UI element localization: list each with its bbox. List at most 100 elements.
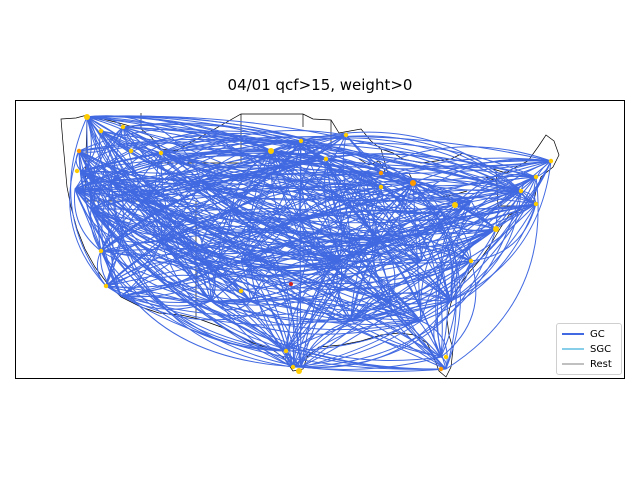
flight-route (210, 300, 442, 362)
flight-route (362, 160, 552, 187)
flight-route (300, 190, 522, 368)
flight-route (74, 188, 472, 202)
flight-route (120, 228, 497, 317)
flight-route (440, 210, 472, 262)
flight-route (300, 356, 442, 370)
flight-route (292, 172, 376, 368)
flight-route (240, 160, 552, 262)
flight-route (210, 134, 347, 302)
flight-route (285, 158, 351, 352)
flight-route (420, 320, 448, 370)
flight-route (120, 240, 162, 297)
flight-route (240, 260, 352, 322)
flight-route (100, 250, 122, 297)
flight-route (362, 172, 448, 358)
airport-marker (533, 174, 539, 180)
legend: GC SGC Rest (556, 323, 622, 375)
flight-route (300, 131, 537, 205)
flight-route (74, 135, 272, 190)
flight-route (325, 153, 537, 205)
flight-route (100, 158, 327, 252)
flight-route (292, 200, 472, 368)
flight-route (100, 169, 364, 252)
flight-route (210, 186, 382, 302)
flight-route (298, 134, 347, 222)
flight-route (250, 300, 295, 368)
airport-marker (548, 158, 554, 164)
airport-marker (158, 150, 164, 156)
legend-label-rest: Rest (590, 358, 612, 370)
flight-route (399, 182, 422, 262)
flight-route (240, 236, 422, 262)
flight-route (110, 180, 422, 325)
airport-marker (74, 168, 80, 174)
flight-route (110, 152, 497, 230)
flight-route (90, 158, 327, 210)
flight-route (433, 300, 452, 358)
flight-route (90, 208, 342, 262)
flight-route (200, 172, 364, 262)
flight-route (74, 188, 442, 268)
airport-marker (268, 148, 274, 154)
flight-route (292, 300, 392, 368)
flight-route (100, 185, 442, 252)
flight-route (74, 130, 302, 190)
flight-route (78, 138, 497, 230)
airport-marker (410, 180, 416, 186)
flight-route (100, 250, 212, 307)
airport-marker (493, 226, 499, 232)
airport-marker (120, 124, 126, 130)
flight-route (340, 260, 422, 278)
flight-route (78, 150, 212, 302)
airport-marker (298, 138, 304, 144)
legend-item-gc: GC (562, 327, 605, 341)
flight-route (78, 142, 392, 302)
airport-marker (443, 354, 449, 360)
flight-route (100, 250, 287, 352)
flight-route (285, 300, 452, 352)
flight-route (74, 188, 122, 297)
flight-route (100, 231, 382, 252)
flight-route (200, 140, 302, 262)
airports (74, 114, 554, 374)
flight-route (200, 180, 342, 262)
flight-route (86, 115, 472, 262)
flight-route (120, 295, 212, 304)
flight-route (285, 172, 364, 352)
airport-marker (343, 132, 349, 138)
flight-route (362, 146, 552, 174)
flight-route (362, 172, 497, 235)
flight-route (350, 190, 522, 322)
flight-route (86, 116, 202, 182)
flight-route (86, 116, 382, 224)
hub-marker (289, 282, 293, 286)
flight-route (380, 158, 552, 242)
airport-marker (98, 248, 104, 254)
flight-route (100, 250, 342, 291)
legend-item-sgc: SGC (562, 342, 611, 356)
flight-route (74, 188, 232, 236)
flight-route (300, 140, 452, 302)
flight-route (270, 150, 392, 302)
legend-swatch-rest (562, 363, 584, 365)
airport-marker (452, 202, 458, 208)
flight-route (325, 158, 472, 202)
flight-route (285, 203, 537, 352)
flight-route (78, 150, 162, 242)
flight-route (110, 176, 537, 243)
flight-route (110, 177, 352, 322)
legend-item-rest: Rest (562, 357, 612, 371)
flight-route (300, 189, 522, 222)
flight-route (120, 182, 414, 297)
flight-route (160, 140, 302, 242)
flight-route (450, 160, 552, 302)
flight-route (122, 126, 422, 322)
flight-route (74, 188, 447, 370)
flight-route (120, 150, 272, 297)
flight-route (325, 158, 452, 302)
flight-route (230, 173, 472, 212)
flight-route (105, 260, 342, 321)
legend-swatch-sgc (562, 348, 584, 350)
flight-route (80, 170, 202, 262)
airport-marker (378, 170, 384, 176)
